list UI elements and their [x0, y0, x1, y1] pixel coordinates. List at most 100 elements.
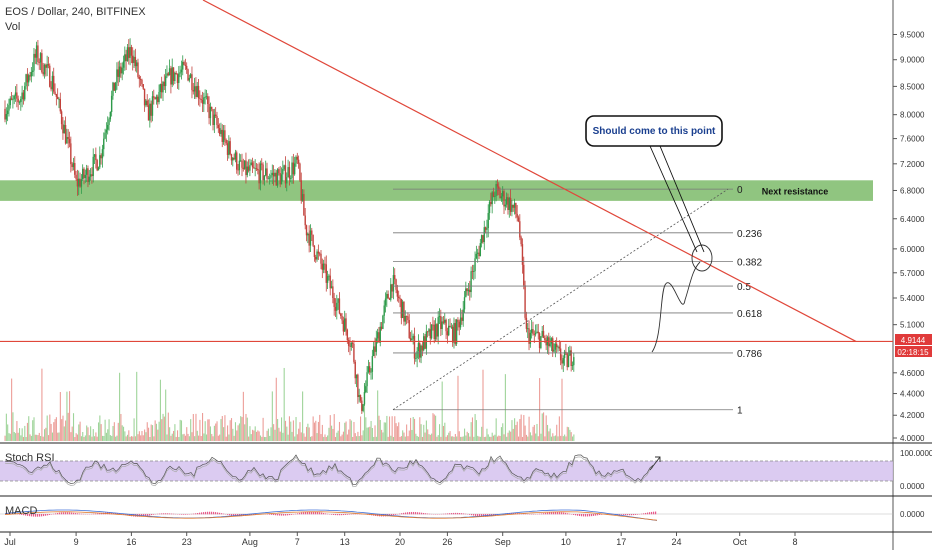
volume-bar — [324, 434, 326, 441]
candle-body — [105, 129, 108, 133]
macd-histogram-bar — [153, 514, 155, 515]
macd-histogram-bar — [623, 514, 625, 515]
macd-histogram-bar — [539, 513, 541, 515]
macd-histogram-bar — [119, 513, 121, 515]
volume-bar — [419, 417, 421, 441]
candle-body — [504, 204, 507, 207]
macd-histogram-bar — [247, 514, 249, 516]
candle-body — [537, 331, 539, 334]
candle-body — [241, 160, 243, 168]
macd-histogram-bar — [279, 514, 281, 516]
volume-bar — [519, 419, 521, 441]
candle-body — [536, 331, 538, 333]
candle-body — [108, 119, 110, 125]
candle-body — [124, 54, 126, 62]
candle-body — [268, 177, 271, 179]
macd-histogram-bar — [61, 512, 63, 515]
volume-bar — [307, 423, 309, 441]
volume-bar — [281, 417, 283, 441]
candle-body — [286, 177, 288, 184]
volume-bar — [469, 436, 471, 441]
volume-bar — [420, 424, 422, 441]
candle-body — [265, 168, 267, 176]
x-tick-label: 7 — [295, 537, 300, 547]
volume-bar — [128, 430, 130, 441]
volume-bar — [323, 436, 325, 441]
macd-histogram-bar — [143, 514, 145, 517]
macd-histogram-bar — [101, 512, 103, 515]
volume-bar — [154, 420, 156, 441]
candle-body — [238, 160, 241, 171]
macd-histogram-bar — [591, 514, 593, 517]
candle-body — [220, 129, 222, 134]
volume-bar — [570, 432, 572, 441]
volume-bar — [518, 436, 520, 441]
candle-body — [282, 169, 284, 175]
volume-bar — [382, 432, 384, 441]
volume-bar — [452, 436, 454, 441]
volume-bar — [175, 436, 177, 441]
volume-bar — [362, 430, 364, 441]
fib-level-label: 0.786 — [737, 349, 762, 360]
candle-body — [509, 197, 512, 212]
volume-bar — [338, 421, 341, 441]
macd-histogram-bar — [419, 512, 421, 515]
candle-body — [453, 323, 455, 343]
candle-body — [421, 345, 424, 351]
volume-bar — [187, 433, 189, 441]
candle-body — [491, 192, 493, 205]
volume-bar — [169, 427, 171, 441]
candle-body — [511, 204, 513, 212]
candle-body — [129, 47, 131, 58]
volume-bar — [453, 436, 455, 441]
macd-histogram-bar — [73, 512, 75, 515]
volume-bar — [32, 420, 34, 441]
volume-bar — [57, 432, 59, 441]
candle-body — [344, 318, 346, 332]
macd-histogram-bar — [555, 511, 557, 515]
candle-body — [384, 298, 387, 306]
candle-body — [309, 230, 312, 246]
y-tick-label: 8.5000 — [900, 82, 925, 91]
candle-body — [434, 324, 437, 340]
macd-histogram-bar — [169, 513, 171, 515]
countdown-tag — [895, 346, 932, 357]
candle-body — [394, 275, 396, 280]
volume-bar — [349, 419, 351, 441]
candle-body — [163, 81, 166, 87]
macd-histogram-bar — [357, 513, 359, 515]
candle-body — [172, 67, 175, 82]
macd-histogram-bar — [559, 512, 561, 515]
candle-body — [507, 197, 509, 211]
candle-body — [380, 326, 383, 329]
candle-body — [545, 340, 547, 346]
candle-body — [120, 66, 122, 74]
volume-bar — [130, 436, 132, 441]
volume-bar — [70, 432, 72, 441]
volume-bar — [20, 435, 22, 441]
volume-bar — [8, 433, 10, 441]
candle-body — [46, 63, 48, 68]
volume-bar — [311, 436, 313, 441]
macd-histogram-bar — [471, 514, 473, 516]
candle-body — [184, 64, 187, 66]
macd-histogram-bar — [457, 512, 459, 515]
candle-body — [297, 159, 300, 164]
candle-body — [83, 168, 85, 179]
candle-body — [137, 62, 139, 77]
macd-histogram-bar — [335, 514, 337, 516]
candle-body — [104, 132, 106, 139]
candle-body — [495, 184, 497, 197]
volume-bar — [261, 436, 263, 441]
macd-histogram-bar — [69, 512, 71, 515]
volume-bar — [325, 436, 327, 441]
volume-bar — [440, 436, 442, 441]
volume-bar — [548, 431, 550, 441]
candle-body — [465, 288, 467, 298]
volume-bar — [157, 429, 159, 441]
candle-body — [338, 298, 341, 314]
volume-bar — [86, 425, 88, 441]
volume-bar — [479, 436, 481, 441]
macd-histogram-bar — [207, 511, 209, 515]
